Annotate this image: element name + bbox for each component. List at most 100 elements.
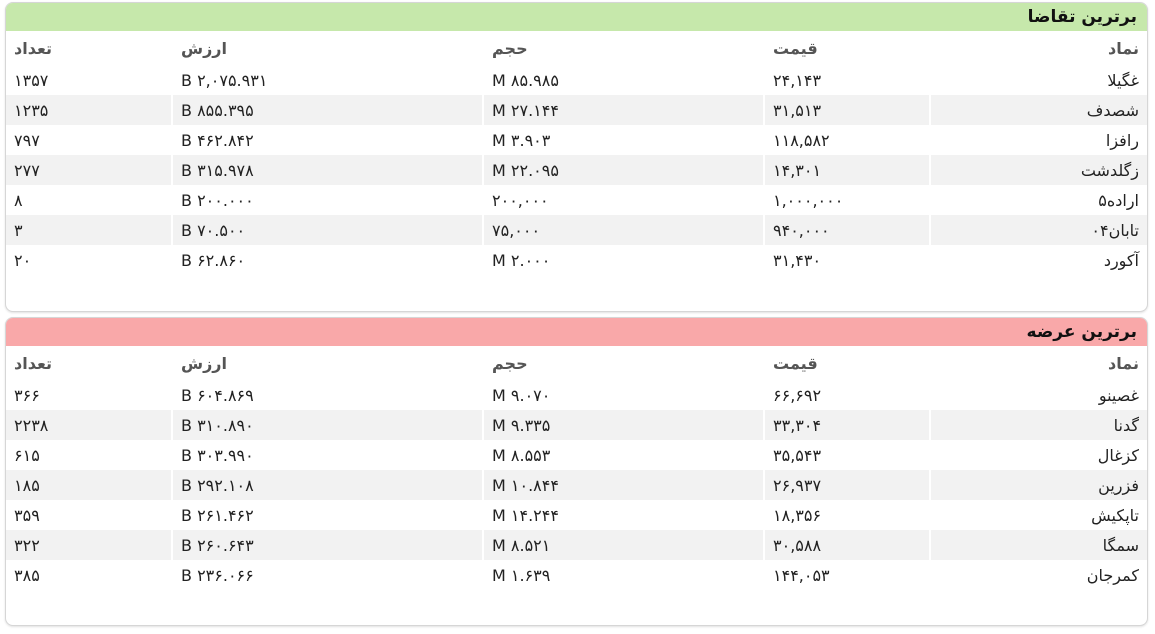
cell-symbol: شصدف [931, 95, 1147, 125]
cell-count: ۳۸۵ [6, 560, 173, 590]
table-row[interactable]: کمرجان ۱۴۴,۰۵۳ ۱.۶۳۹ M ۲۳۶.۰۶۶ B ۳۸۵ [6, 560, 1147, 590]
cell-volume: ۲۰۰,۰۰۰ [484, 185, 765, 215]
cell-count: ۱۲۳۵ [6, 95, 173, 125]
cell-value: ۲۳۶.۰۶۶ B [173, 560, 484, 590]
table-header-row: نماد قیمت حجم ارزش تعداد [6, 346, 1147, 380]
top-demand-table: نماد قیمت حجم ارزش تعداد غگیلا ۲۴,۱۴۳ ۸۵.۹… [6, 31, 1147, 275]
cell-price: ۹۴۰,۰۰۰ [765, 215, 931, 245]
table-row[interactable]: رافزا ۱۱۸,۵۸۲ ۳.۹۰۳ M ۴۶۲.۸۴۲ B ۷۹۷ [6, 125, 1147, 155]
cell-volume: ۳.۹۰۳ M [484, 125, 765, 155]
cell-value: ۲۰۰.۰۰۰ B [173, 185, 484, 215]
cell-value: ۲۹۲.۱۰۸ B [173, 470, 484, 500]
table-row[interactable]: سمگا ۳۰,۵۸۸ ۸.۵۲۱ M ۲۶۰.۶۴۳ B ۳۲۲ [6, 530, 1147, 560]
table-row[interactable]: گدنا ۳۳,۳۰۴ ۹.۳۳۵ M ۳۱۰.۸۹۰ B ۲۲۳۸ [6, 410, 1147, 440]
cell-price: ۲۴,۱۴۳ [765, 65, 931, 95]
column-header-symbol: نماد [1108, 353, 1139, 373]
table-row[interactable]: فزرین ۲۶,۹۳۷ ۱۰.۸۴۴ M ۲۹۲.۱۰۸ B ۱۸۵ [6, 470, 1147, 500]
cell-symbol: تاپکیش [1091, 505, 1139, 525]
cell-volume: ۸.۵۵۳ M [484, 440, 765, 470]
cell-price: ۱,۰۰۰,۰۰۰ [765, 185, 931, 215]
top-demand-title: برترین تقاضا [6, 3, 1147, 31]
cell-volume: ۷۵,۰۰۰ [484, 215, 765, 245]
cell-price: ۱۱۸,۵۸۲ [765, 125, 931, 155]
cell-price: ۱۴۴,۰۵۳ [765, 560, 931, 590]
cell-count: ۱۸۵ [6, 470, 173, 500]
table-row[interactable]: تاپکیش ۱۸,۳۵۶ ۱۴.۲۴۴ M ۲۶۱.۴۶۲ B ۳۵۹ [6, 500, 1147, 530]
top-demand-panel: برترین تقاضا نماد قیمت حجم ارزش تعداد غگ… [5, 2, 1148, 312]
column-header-price: قیمت [773, 353, 818, 373]
column-header-volume: حجم [492, 353, 528, 373]
cell-symbol: زگلدشت [931, 155, 1147, 185]
column-header-value: ارزش [181, 38, 227, 58]
table-row[interactable]: غگیلا ۲۴,۱۴۳ ۸۵.۹۸۵ M ۲,۰۷۵.۹۳۱ B ۱۳۵۷ [6, 65, 1147, 95]
cell-count: ۲۰ [6, 245, 173, 275]
cell-symbol: تابان۰۴ [931, 215, 1147, 245]
cell-count: ۲۲۳۸ [6, 410, 173, 440]
cell-volume: ۹.۰۷۰ M [484, 380, 765, 410]
cell-value: ۳۰۳.۹۹۰ B [173, 440, 484, 470]
column-header-price: قیمت [773, 38, 818, 58]
column-header-symbol: نماد [1108, 38, 1139, 58]
cell-count: ۷۹۷ [6, 125, 173, 155]
cell-value: ۲۶۰.۶۴۳ B [173, 530, 484, 560]
cell-volume: ۱.۶۳۹ M [484, 560, 765, 590]
cell-value: ۴۶۲.۸۴۲ B [173, 125, 484, 155]
cell-value: ۲,۰۷۵.۹۳۱ B [173, 65, 484, 95]
cell-volume: ۲.۰۰۰ M [484, 245, 765, 275]
cell-value: ۶۲.۸۶۰ B [173, 245, 484, 275]
cell-volume: ۱۰.۸۴۴ M [484, 470, 765, 500]
cell-symbol: اراده۵ [1098, 190, 1139, 210]
table-row[interactable]: کزغال ۳۵,۵۴۳ ۸.۵۵۳ M ۳۰۳.۹۹۰ B ۶۱۵ [6, 440, 1147, 470]
cell-volume: ۹.۳۳۵ M [484, 410, 765, 440]
cell-volume: ۸.۵۲۱ M [484, 530, 765, 560]
cell-count: ۳ [6, 215, 173, 245]
cell-value: ۳۱۰.۸۹۰ B [173, 410, 484, 440]
column-header-value: ارزش [181, 353, 227, 373]
cell-value: ۶۰۴.۸۶۹ B [173, 380, 484, 410]
cell-price: ۳۵,۵۴۳ [765, 440, 931, 470]
cell-count: ۳۲۲ [6, 530, 173, 560]
cell-symbol: گدنا [931, 410, 1147, 440]
cell-value: ۷۰.۵۰۰ B [173, 215, 484, 245]
cell-price: ۳۳,۳۰۴ [765, 410, 931, 440]
top-supply-table: نماد قیمت حجم ارزش تعداد غصینو ۶۶,۶۹۲ ۹.۰۷… [6, 346, 1147, 590]
table-header-row: نماد قیمت حجم ارزش تعداد [6, 31, 1147, 65]
cell-price: ۶۶,۶۹۲ [765, 380, 931, 410]
cell-count: ۸ [6, 185, 173, 215]
cell-price: ۱۴,۳۰۱ [765, 155, 931, 185]
column-header-count: تعداد [14, 38, 52, 58]
cell-value: ۳۱۵.۹۷۸ B [173, 155, 484, 185]
table-row[interactable]: زگلدشت ۱۴,۳۰۱ ۲۲.۰۹۵ M ۳۱۵.۹۷۸ B ۲۷۷ [6, 155, 1147, 185]
cell-symbol: کزغال [1097, 445, 1139, 465]
cell-volume: ۲۷.۱۴۴ M [484, 95, 765, 125]
column-header-count: تعداد [14, 353, 52, 373]
column-header-volume: حجم [492, 38, 528, 58]
cell-symbol: غصینو [1098, 385, 1139, 405]
cell-count: ۶۱۵ [6, 440, 173, 470]
cell-price: ۱۸,۳۵۶ [765, 500, 931, 530]
cell-value: ۲۶۱.۴۶۲ B [173, 500, 484, 530]
cell-symbol: سمگا [931, 530, 1147, 560]
cell-count: ۱۳۵۷ [6, 65, 173, 95]
cell-price: ۳۱,۵۱۳ [765, 95, 931, 125]
cell-count: ۲۷۷ [6, 155, 173, 185]
cell-count: ۳۵۹ [6, 500, 173, 530]
cell-price: ۲۶,۹۳۷ [765, 470, 931, 500]
cell-volume: ۲۲.۰۹۵ M [484, 155, 765, 185]
top-supply-title: برترین عرضه [6, 318, 1147, 346]
table-row[interactable]: غصینو ۶۶,۶۹۲ ۹.۰۷۰ M ۶۰۴.۸۶۹ B ۳۶۶ [6, 380, 1147, 410]
cell-value: ۸۵۵.۳۹۵ B [173, 95, 484, 125]
cell-symbol: آکورد [1103, 250, 1139, 270]
top-supply-panel: برترین عرضه نماد قیمت حجم ارزش تعداد غصی… [5, 317, 1148, 626]
cell-symbol: فزرین [931, 470, 1147, 500]
cell-symbol: رافزا [1105, 130, 1139, 150]
cell-volume: ۱۴.۲۴۴ M [484, 500, 765, 530]
cell-volume: ۸۵.۹۸۵ M [484, 65, 765, 95]
cell-symbol: غگیلا [1107, 70, 1139, 90]
cell-symbol: کمرجان [1086, 565, 1139, 585]
cell-price: ۳۱,۴۳۰ [765, 245, 931, 275]
table-row[interactable]: آکورد ۳۱,۴۳۰ ۲.۰۰۰ M ۶۲.۸۶۰ B ۲۰ [6, 245, 1147, 275]
table-row[interactable]: شصدف ۳۱,۵۱۳ ۲۷.۱۴۴ M ۸۵۵.۳۹۵ B ۱۲۳۵ [6, 95, 1147, 125]
